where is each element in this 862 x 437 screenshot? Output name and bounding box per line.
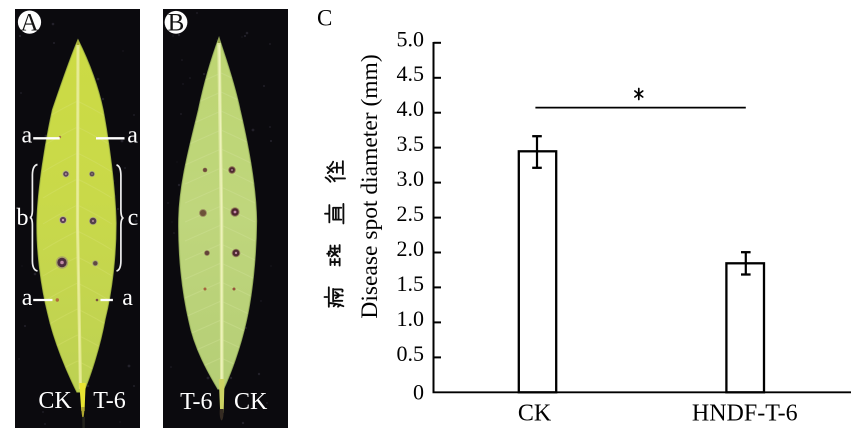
svg-text:C: C	[317, 6, 332, 31]
svg-text:CK: CK	[518, 401, 552, 427]
svg-text:2.0: 2.0	[397, 236, 425, 261]
svg-text:3.0: 3.0	[397, 166, 425, 191]
svg-text:CK: CK	[234, 389, 268, 415]
svg-text:0: 0	[413, 380, 424, 405]
svg-text:c: c	[128, 205, 139, 231]
svg-text:Disease spot diameter (mm): Disease spot diameter (mm)	[357, 54, 383, 318]
svg-text:a: a	[22, 285, 33, 311]
svg-text:T-6: T-6	[93, 388, 125, 414]
svg-text:5.0: 5.0	[397, 26, 425, 51]
svg-text:a: a	[127, 123, 138, 149]
svg-text:4.0: 4.0	[397, 96, 425, 121]
svg-text:CK: CK	[38, 388, 72, 414]
svg-text:3.5: 3.5	[397, 131, 425, 156]
svg-text:HNDF-T-6: HNDF-T-6	[692, 401, 798, 427]
svg-text:0.5: 0.5	[397, 341, 425, 366]
svg-text:a: a	[22, 123, 33, 149]
svg-text:1.5: 1.5	[397, 271, 425, 296]
svg-text:B: B	[168, 10, 185, 37]
svg-text:b: b	[17, 205, 29, 231]
svg-text:a: a	[122, 285, 133, 311]
svg-text:T-6: T-6	[180, 389, 212, 415]
svg-text:1.0: 1.0	[397, 306, 425, 331]
svg-text:A: A	[20, 9, 38, 36]
svg-text:4.5: 4.5	[397, 61, 425, 86]
svg-text:2.5: 2.5	[397, 201, 425, 226]
